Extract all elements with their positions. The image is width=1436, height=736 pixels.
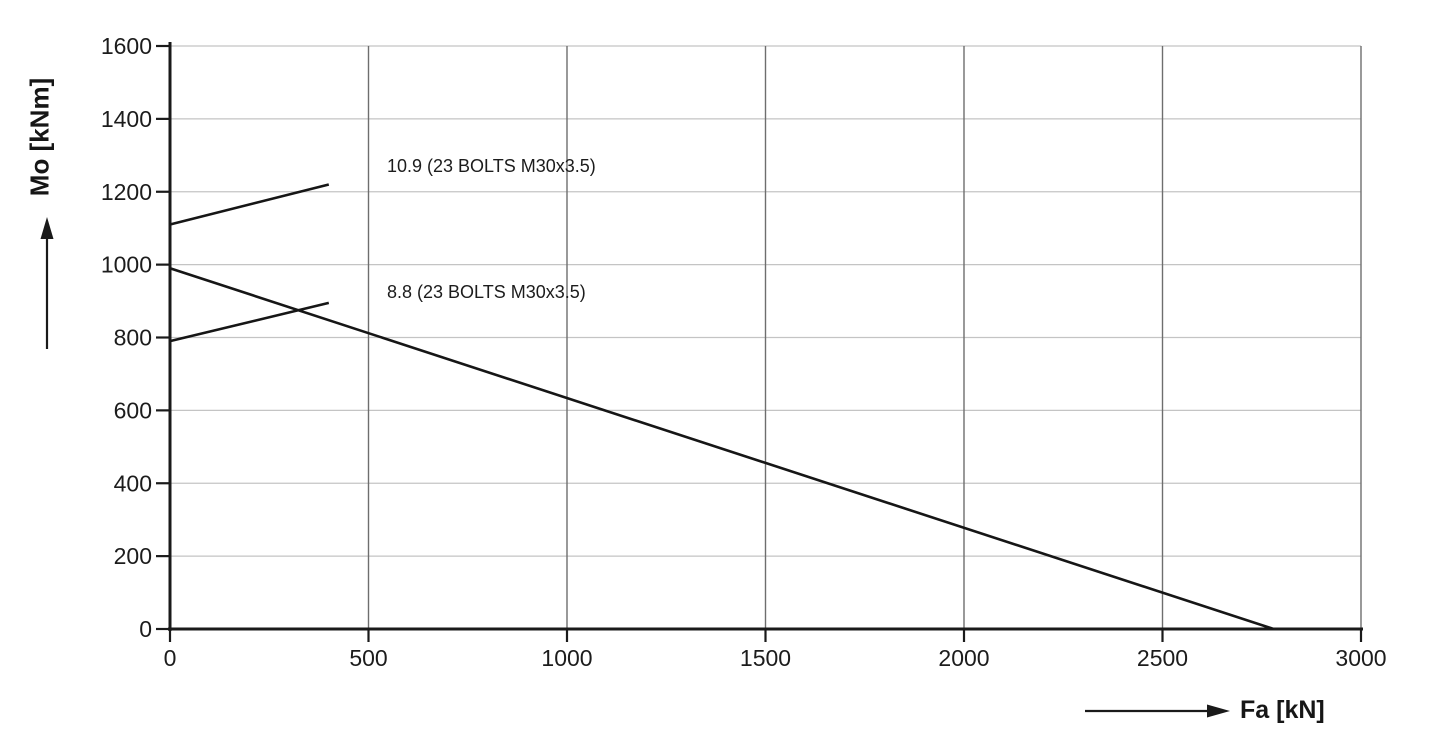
x-axis-arrow-icon (1085, 704, 1230, 717)
y-tick-label: 0 (139, 616, 152, 642)
x-tick-label: 2500 (1137, 645, 1188, 671)
y-tick-label: 1600 (101, 33, 152, 59)
x-tick-label: 0 (164, 645, 177, 671)
y-tick-label: 800 (114, 325, 152, 351)
y-tick-label: 1200 (101, 179, 152, 205)
x-tick-label: 1000 (541, 645, 592, 671)
y-tick-label: 1000 (101, 252, 152, 278)
annotation-bolt-grade-8-8: 8.8 (23 BOLTS M30x3.5) (387, 282, 586, 302)
x-axis-title: Fa [kN] (1085, 696, 1325, 725)
y-tick-label: 1400 (101, 106, 152, 132)
y-axis-arrow-icon (40, 217, 54, 349)
y-axis-title: Mo [kNm] (24, 75, 55, 199)
series-line (169, 267, 1275, 631)
y-tick-label: 200 (114, 543, 152, 569)
annotation-bolt-grade-10-9: 10.9 (23 BOLTS M30x3.5) (387, 156, 596, 176)
x-tick-label: 500 (349, 645, 387, 671)
y-tick-label: 400 (114, 470, 152, 496)
x-tick-label: 3000 (1335, 645, 1386, 671)
y-tick-label: 600 (114, 397, 152, 423)
x-tick-label: 1500 (740, 645, 791, 671)
series-line (169, 301, 330, 343)
y-axis-title-text: Mo [kNm] (24, 77, 55, 197)
x-axis-title-text: Fa [kN] (1240, 696, 1325, 724)
x-tick-label: 2000 (938, 645, 989, 671)
series-line (169, 183, 330, 226)
